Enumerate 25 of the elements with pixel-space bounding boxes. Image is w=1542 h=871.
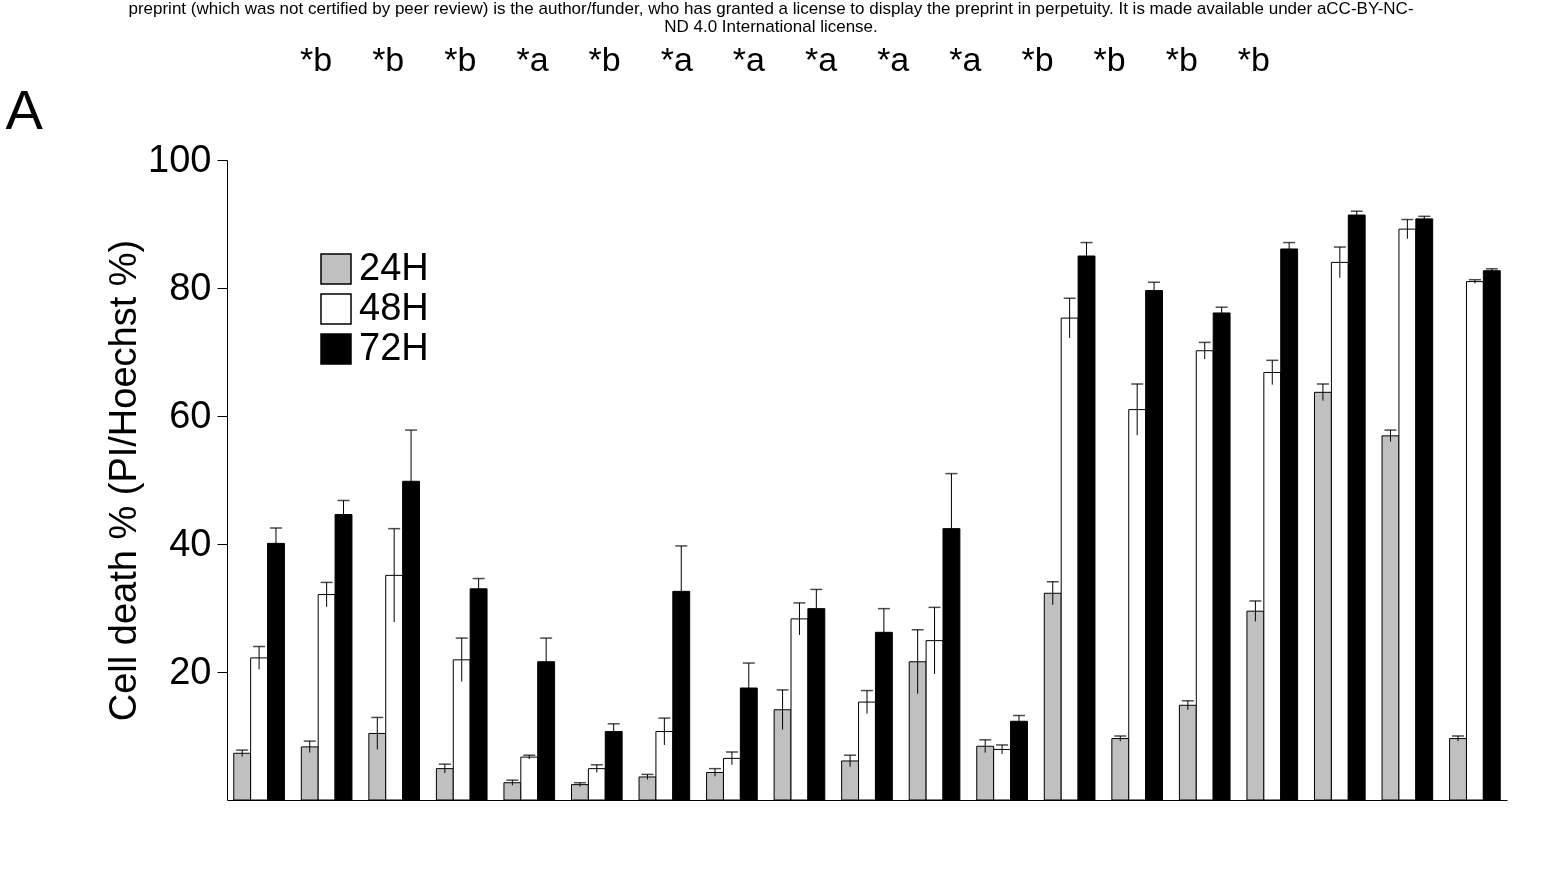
text: *b [372,40,405,79]
text: *b [1165,40,1198,79]
text: *b [1237,40,1270,79]
text: *b [300,40,333,79]
text: *b [1021,40,1054,79]
text: *a [660,40,693,79]
text: *b [1093,40,1126,79]
text: *a [516,40,549,79]
legend-label: 72H [359,326,429,368]
legend-label: 48H [359,286,429,328]
text: *a [804,40,838,79]
y-tick-label: 80 [169,265,212,308]
y-tick-label: 100 [148,137,212,180]
chart-title: A [5,78,44,141]
text: preprint (which was not certified by peer review) is the author/funder, who has granted a license to display the preprint in perpetuity. It is made available under aCC-BY-NC-ND 4.0 International license. [127,0,1415,36]
text: *a [949,40,982,79]
legend-label: 24H [359,246,429,288]
y-tick-label: 20 [169,649,212,692]
text: *b [444,40,477,79]
y-tick-label: 40 [169,521,212,564]
text: *a [877,40,910,79]
y-axis-title: Cell death % (PI/Hoechst %) [102,239,145,722]
text: *a [732,40,765,79]
y-tick-label: 60 [169,393,212,436]
text: *b [588,40,621,79]
